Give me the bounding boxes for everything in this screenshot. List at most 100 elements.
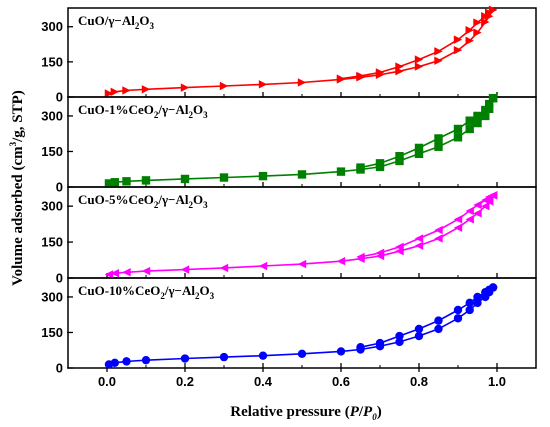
adsorption-point bbox=[414, 149, 424, 159]
desorption-point bbox=[453, 35, 463, 44]
adsorption-point bbox=[434, 234, 443, 243]
desorption-point bbox=[356, 163, 365, 172]
x-axis-title: Relative pressure (P/P0) bbox=[230, 404, 381, 422]
adsorption-point bbox=[258, 171, 268, 181]
desorption-point bbox=[356, 252, 365, 262]
panel-label: CuO-1%CeO2/γ−Al2O3 bbox=[78, 102, 208, 120]
y-tick-label: 0 bbox=[56, 271, 63, 286]
adsorption-point bbox=[258, 261, 268, 271]
desorption-point bbox=[395, 152, 404, 161]
desorption-point bbox=[481, 105, 490, 115]
desorption-point bbox=[434, 316, 443, 325]
adsorption-point bbox=[434, 56, 443, 65]
desorption-point bbox=[465, 206, 474, 216]
adsorption-point bbox=[258, 351, 268, 360]
desorption-point bbox=[473, 18, 482, 27]
desorption-point bbox=[414, 324, 424, 334]
adsorption-point bbox=[336, 167, 346, 176]
y-axis-title: Volume adsorbed (cm3/g, STP) bbox=[8, 90, 26, 286]
desorption-point bbox=[375, 248, 385, 258]
adsorption-point bbox=[110, 358, 120, 367]
desorption-point bbox=[453, 305, 463, 315]
adsorption-point bbox=[110, 178, 119, 187]
adsorption-point bbox=[465, 215, 474, 224]
adsorption-point bbox=[141, 355, 151, 365]
desorption-point bbox=[453, 215, 463, 224]
y-tick-label: 0 bbox=[56, 361, 63, 376]
adsorption-point bbox=[465, 36, 474, 45]
adsorption-point bbox=[180, 174, 190, 184]
y-tick-label: 300 bbox=[41, 199, 63, 214]
desorption-point bbox=[473, 292, 482, 302]
x-tick-label: 1.0 bbox=[488, 374, 506, 389]
adsorption-point bbox=[473, 298, 482, 308]
adsorption-point bbox=[141, 176, 151, 185]
adsorption-point bbox=[395, 337, 404, 347]
desorption-point bbox=[434, 134, 443, 143]
adsorption-point bbox=[465, 124, 474, 134]
desorption-point bbox=[481, 11, 490, 21]
y-tick-label: 300 bbox=[41, 108, 63, 123]
adsorption-point bbox=[481, 111, 490, 121]
adsorption-point bbox=[395, 156, 404, 166]
panel-label: CuO-10%CeO2/γ−Al2O3 bbox=[78, 283, 215, 301]
adsorption-point bbox=[453, 133, 463, 142]
adsorption-point bbox=[414, 241, 424, 250]
desorption-point bbox=[356, 71, 365, 81]
adsorption-point bbox=[297, 349, 307, 358]
adsorption-point bbox=[104, 270, 114, 279]
adsorption-point bbox=[336, 257, 346, 266]
y-tick-label: 0 bbox=[56, 180, 63, 195]
desorption-point bbox=[465, 298, 474, 308]
adsorption-point bbox=[219, 173, 229, 182]
y-tick-label: 150 bbox=[41, 325, 63, 340]
adsorption-point bbox=[104, 89, 114, 98]
adsorption-point bbox=[414, 62, 424, 71]
adsorption-point bbox=[180, 83, 190, 92]
x-tick-label: 0.6 bbox=[332, 374, 350, 389]
desorption-point bbox=[434, 47, 443, 56]
desorption-point bbox=[356, 342, 365, 352]
adsorption-point bbox=[141, 266, 151, 276]
adsorption-point bbox=[473, 28, 482, 37]
desorption-point bbox=[488, 93, 498, 103]
adsorption-point bbox=[122, 268, 131, 277]
desorption-point bbox=[434, 225, 443, 235]
adsorption-point bbox=[465, 305, 474, 315]
desorption-line bbox=[360, 286, 494, 348]
panel-label: CuO-5%CeO2/γ−Al2O3 bbox=[78, 192, 208, 210]
y-tick-label: 300 bbox=[41, 289, 63, 304]
adsorption-point bbox=[414, 331, 424, 341]
desorption-point bbox=[414, 234, 424, 243]
desorption-point bbox=[453, 124, 463, 134]
adsorption-point bbox=[453, 223, 463, 232]
adsorption-point bbox=[481, 17, 490, 27]
desorption-point bbox=[375, 159, 385, 168]
adsorption-point bbox=[219, 263, 229, 273]
y-tick-label: 300 bbox=[41, 19, 63, 34]
y-tick-label: 150 bbox=[41, 235, 63, 250]
desorption-point bbox=[414, 55, 424, 64]
adsorption-point bbox=[180, 354, 190, 363]
adsorption-point bbox=[258, 80, 268, 89]
adsorption-point bbox=[336, 347, 346, 356]
adsorption-point bbox=[434, 324, 443, 334]
panel-3: 0 150 300 CuO-5%CeO2/γ−Al2O3 bbox=[41, 186, 537, 286]
desorption-point bbox=[414, 143, 424, 153]
desorption-point bbox=[481, 195, 490, 205]
adsorption-point bbox=[141, 85, 151, 94]
desorption-line bbox=[360, 194, 494, 258]
adsorption-point bbox=[473, 118, 482, 128]
adsorption-point bbox=[473, 209, 482, 218]
adsorption-point bbox=[122, 177, 131, 186]
adsorption-point bbox=[453, 45, 463, 55]
desorption-point bbox=[465, 26, 474, 35]
x-tick-label: 0.8 bbox=[410, 374, 428, 389]
x-tick-label: 0.4 bbox=[254, 374, 273, 389]
adsorption-point bbox=[122, 86, 131, 95]
adsorption-point bbox=[434, 142, 443, 151]
adsorption-point bbox=[110, 87, 119, 97]
adsorption-point bbox=[110, 269, 119, 278]
desorption-point bbox=[395, 62, 404, 71]
